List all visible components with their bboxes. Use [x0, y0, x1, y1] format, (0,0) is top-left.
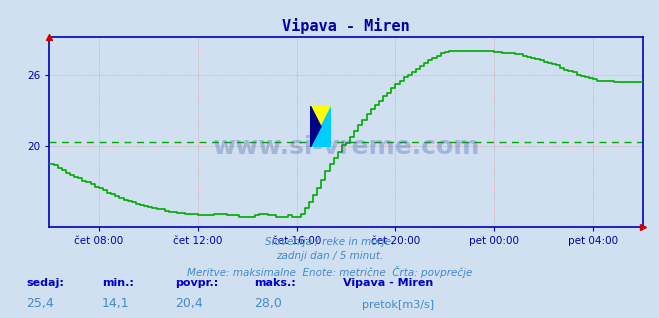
Polygon shape [310, 106, 331, 147]
Title: Vipava - Miren: Vipava - Miren [282, 18, 410, 34]
Text: sedaj:: sedaj: [26, 278, 64, 288]
Text: 28,0: 28,0 [254, 297, 281, 310]
Text: min.:: min.: [102, 278, 134, 288]
Text: maks.:: maks.: [254, 278, 295, 288]
Text: www.si-vreme.com: www.si-vreme.com [212, 135, 480, 159]
Text: Meritve: maksimalne  Enote: metrične  Črta: povprečje: Meritve: maksimalne Enote: metrične Črta… [186, 266, 473, 278]
Polygon shape [310, 106, 331, 147]
Text: zadnji dan / 5 minut.: zadnji dan / 5 minut. [276, 251, 383, 261]
Text: povpr.:: povpr.: [175, 278, 218, 288]
Text: 25,4: 25,4 [26, 297, 54, 310]
Text: pretok[m3/s]: pretok[m3/s] [362, 300, 434, 310]
Text: Slovenija / reke in morje.: Slovenija / reke in morje. [265, 237, 394, 247]
Text: Vipava - Miren: Vipava - Miren [343, 278, 433, 288]
Polygon shape [310, 106, 321, 147]
Text: 20,4: 20,4 [175, 297, 202, 310]
Text: 14,1: 14,1 [102, 297, 130, 310]
